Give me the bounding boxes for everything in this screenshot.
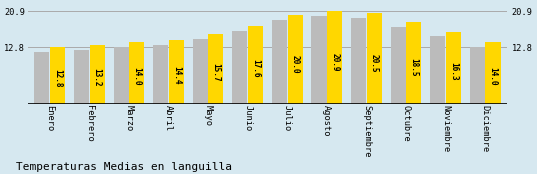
Text: 12.8: 12.8 bbox=[53, 69, 62, 88]
Bar bbox=[248, 26, 263, 104]
Bar bbox=[90, 45, 105, 104]
Text: 18.5: 18.5 bbox=[409, 58, 418, 76]
Bar bbox=[129, 42, 144, 104]
Bar bbox=[74, 50, 89, 104]
Bar bbox=[50, 47, 65, 104]
Bar bbox=[391, 27, 406, 104]
Text: 17.6: 17.6 bbox=[251, 60, 260, 78]
Text: 20.0: 20.0 bbox=[291, 55, 300, 73]
Bar bbox=[193, 39, 208, 104]
Bar bbox=[430, 37, 445, 104]
Text: 20.5: 20.5 bbox=[370, 54, 379, 72]
Bar bbox=[351, 18, 366, 104]
Bar bbox=[113, 47, 128, 104]
Bar bbox=[327, 11, 342, 104]
Bar bbox=[169, 40, 184, 104]
Text: 14.0: 14.0 bbox=[132, 67, 141, 85]
Bar bbox=[233, 31, 248, 104]
Text: 16.3: 16.3 bbox=[449, 62, 458, 81]
Text: 15.7: 15.7 bbox=[212, 63, 220, 82]
Text: 14.4: 14.4 bbox=[172, 66, 181, 84]
Bar bbox=[272, 20, 287, 104]
Bar bbox=[470, 47, 485, 104]
Bar bbox=[311, 16, 326, 104]
Bar bbox=[367, 13, 382, 104]
Bar bbox=[287, 15, 302, 104]
Text: 14.0: 14.0 bbox=[489, 67, 497, 85]
Text: 20.9: 20.9 bbox=[330, 53, 339, 71]
Bar bbox=[208, 34, 223, 104]
Text: Temperaturas Medias en languilla: Temperaturas Medias en languilla bbox=[16, 162, 232, 172]
Bar bbox=[485, 42, 500, 104]
Bar bbox=[446, 32, 461, 104]
Bar bbox=[34, 52, 49, 104]
Bar bbox=[407, 22, 422, 104]
Bar bbox=[153, 45, 168, 104]
Text: 13.2: 13.2 bbox=[92, 68, 101, 87]
